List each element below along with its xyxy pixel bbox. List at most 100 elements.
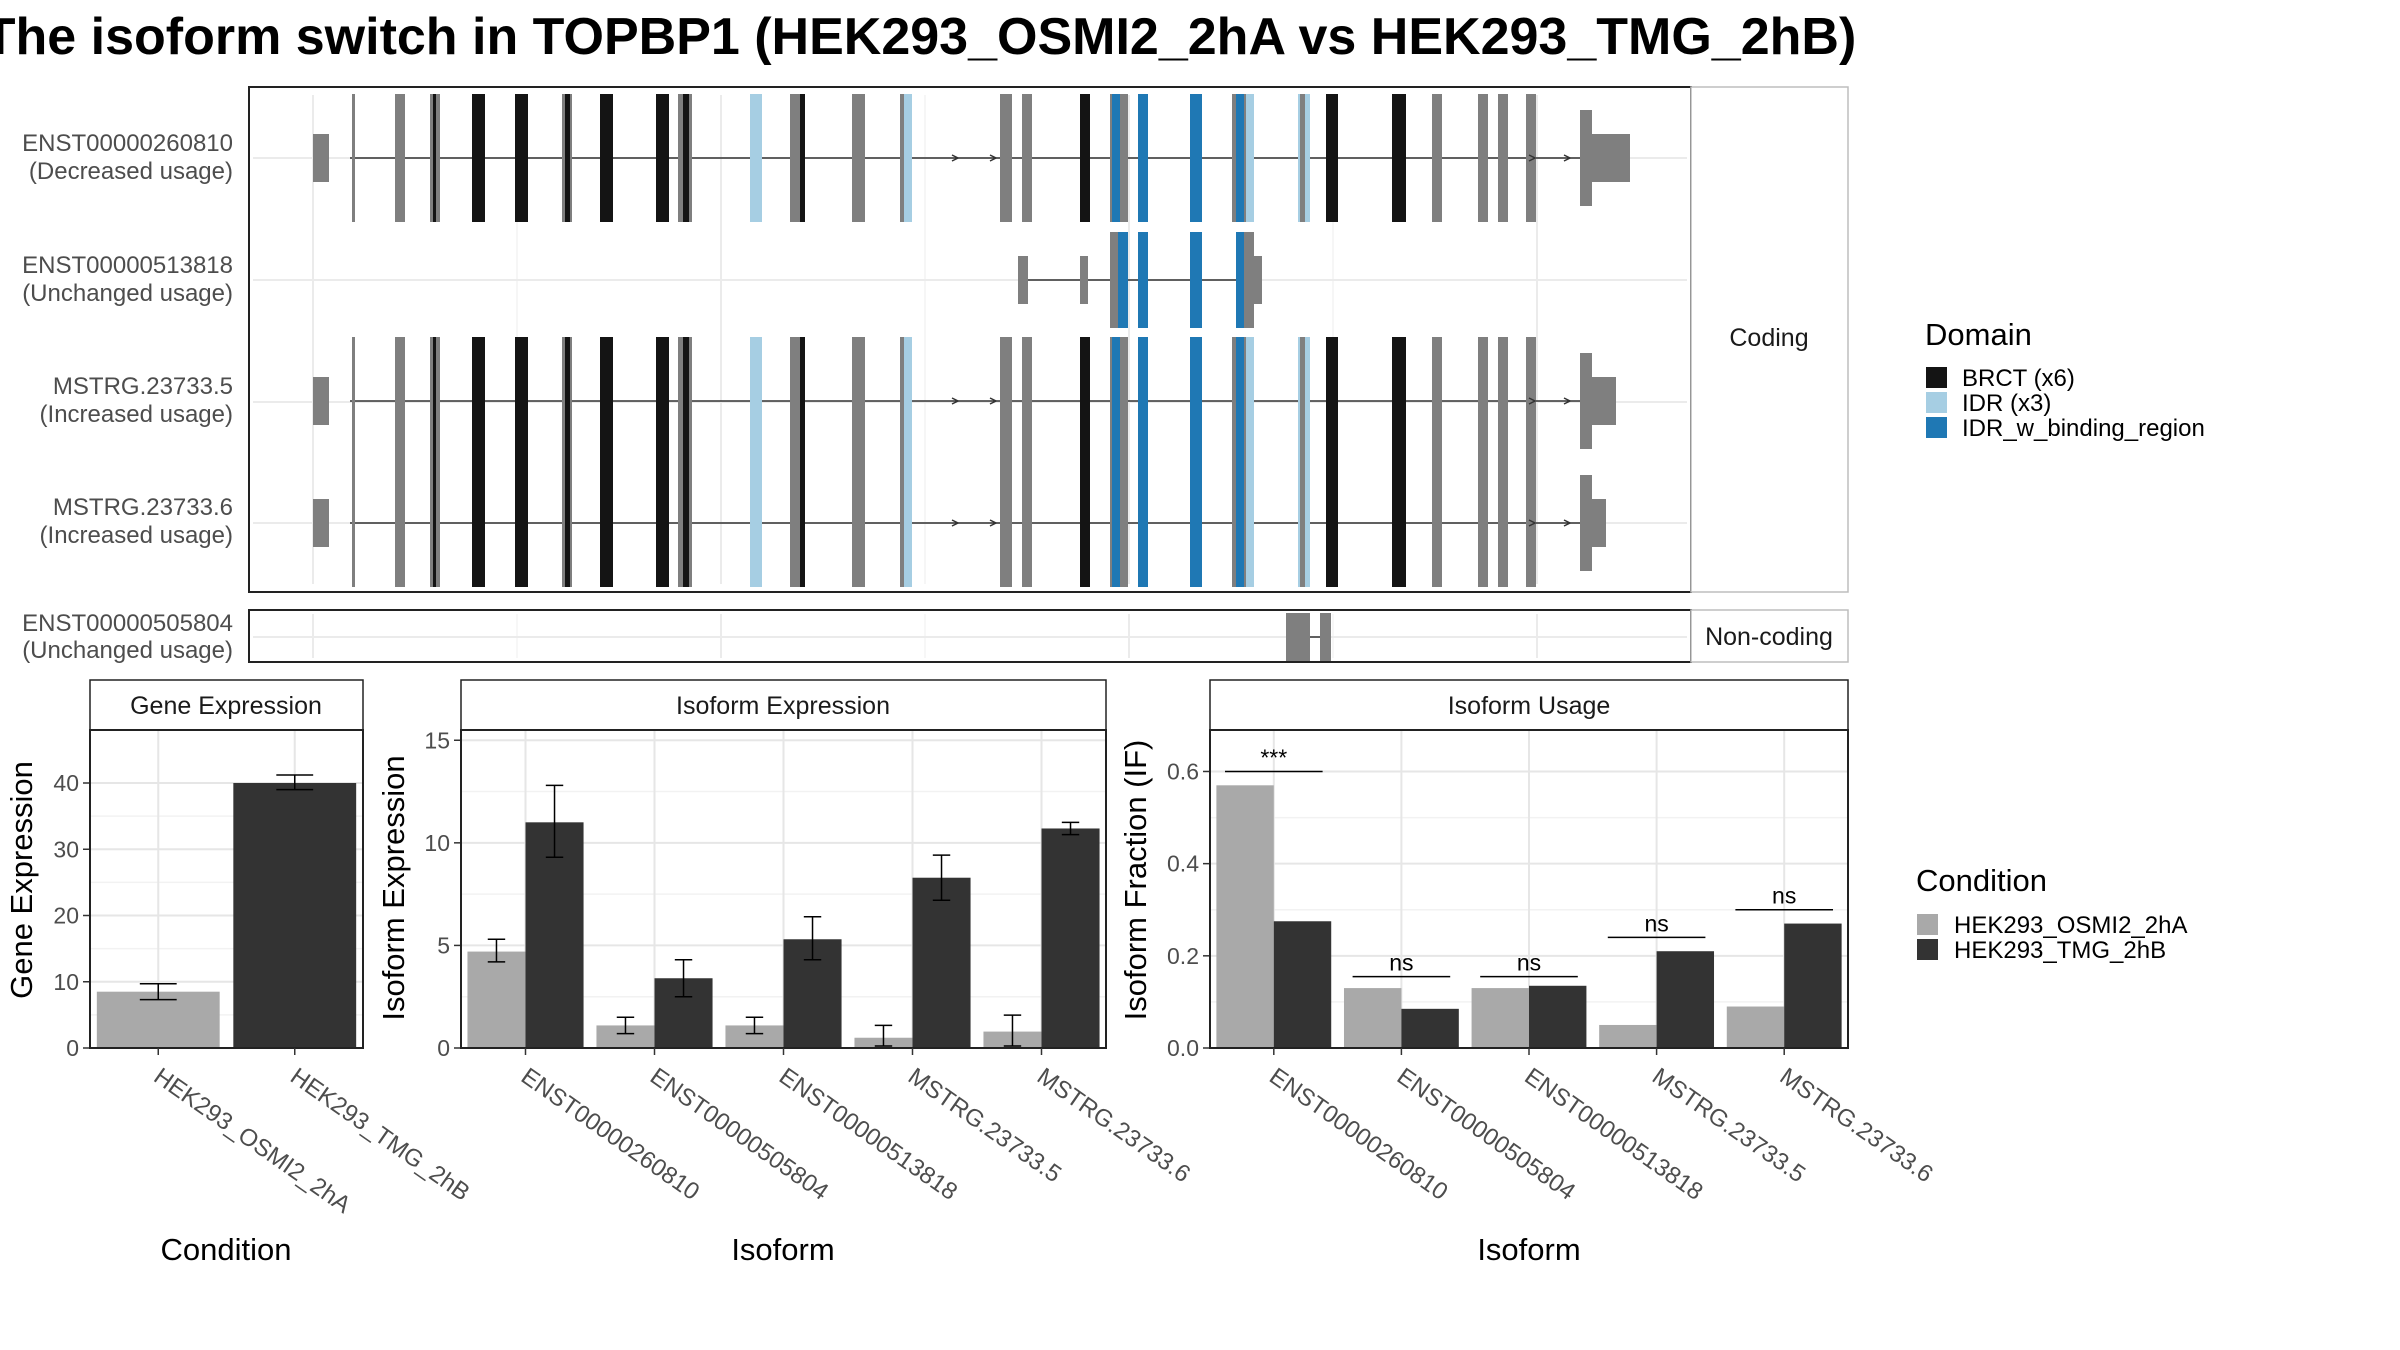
- isoform-expression-plot: 051015ENST00000260810ENST00000505804ENST…: [424, 727, 1195, 1206]
- exon: [1236, 459, 1244, 587]
- exon: [1392, 459, 1406, 587]
- exon: [750, 459, 762, 587]
- idr-legend-key: [1926, 392, 1947, 413]
- exon: [1000, 94, 1012, 222]
- idr-binding-legend-key: [1926, 417, 1947, 438]
- exon: [1300, 459, 1305, 587]
- noncoding-strip: [1690, 609, 1849, 663]
- exon: [1080, 94, 1090, 222]
- exon: [1022, 459, 1032, 587]
- transcript-track: [313, 337, 1616, 465]
- isoform-expression-y-title: Isoform Expression: [376, 755, 411, 1020]
- exon: [904, 337, 912, 465]
- condition-legend-label: HEK293_OSMI2_2hA: [1954, 912, 2187, 939]
- gene-expression-strip: [89, 679, 364, 731]
- exon: [395, 94, 405, 222]
- isoform-usage-x-title: Isoform: [1477, 1232, 1580, 1267]
- exon: [1190, 232, 1202, 328]
- transcript-id-label: ENST00000260810: [22, 130, 233, 157]
- transcript-track: [313, 459, 1606, 587]
- direction-arrow: [989, 397, 998, 405]
- noncoding-exon: [1286, 613, 1310, 661]
- exon: [1432, 94, 1442, 222]
- bar: [1216, 785, 1274, 1048]
- exon: [1246, 337, 1254, 465]
- direction-arrow: [951, 397, 960, 405]
- exon: [1478, 459, 1488, 587]
- transcript-usage-label: (Decreased usage): [29, 158, 233, 185]
- y-tick-label: 0.0: [1167, 1035, 1199, 1061]
- bar: [912, 877, 971, 1048]
- gene-expression-x-title: Condition: [161, 1232, 292, 1267]
- error-bar: [803, 915, 822, 961]
- y-tick-label: 10: [53, 969, 79, 995]
- exon: [1022, 94, 1032, 222]
- direction-arrow: [1528, 154, 1537, 162]
- exon: [565, 94, 570, 222]
- exon: [852, 94, 865, 222]
- significance-label: ns: [1517, 950, 1541, 976]
- exon: [1526, 459, 1536, 587]
- transcript-id-label: ENST00000513818: [22, 252, 233, 279]
- exon: [904, 459, 912, 587]
- exon: [750, 94, 762, 222]
- exon: [1112, 459, 1120, 587]
- domain-legend: Domain BRCT (x6) IDR (x3) IDR_w_binding_…: [1925, 317, 2205, 442]
- y-tick-label: 20: [53, 903, 79, 929]
- y-tick-label: 0: [437, 1035, 450, 1061]
- y-tick-label: 0.6: [1167, 758, 1199, 784]
- exon: [1236, 337, 1244, 465]
- exon: [1526, 94, 1536, 222]
- condition-legend-title: Condition: [1916, 863, 2047, 898]
- transcript-usage-label: (Increased usage): [40, 522, 233, 549]
- exon: [352, 459, 355, 587]
- exon: [852, 459, 865, 587]
- utr-exon: [1018, 256, 1028, 304]
- exon: [1326, 337, 1338, 465]
- utr-exon: [1254, 256, 1262, 304]
- exon: [433, 337, 436, 465]
- significance-label: ns: [1644, 910, 1668, 936]
- error-bar: [1003, 1014, 1022, 1047]
- exon: [1432, 459, 1442, 587]
- exon: [1300, 94, 1305, 222]
- exon: [1236, 94, 1244, 222]
- exon: [1138, 337, 1148, 465]
- direction-arrow: [1563, 397, 1572, 405]
- exon: [472, 94, 485, 222]
- error-bar: [874, 1024, 893, 1047]
- exon: [515, 94, 528, 222]
- condition-legend-label: HEK293_TMG_2hB: [1954, 937, 2166, 964]
- tmg-legend-key: [1917, 939, 1938, 960]
- exon: [1246, 94, 1254, 222]
- exon: [852, 337, 865, 465]
- exon: [1392, 94, 1406, 222]
- bar: [596, 1025, 655, 1048]
- exon: [1080, 459, 1090, 587]
- transcript-id-label: MSTRG.23733.5: [53, 373, 233, 400]
- exon: [1138, 94, 1148, 222]
- exon: [1236, 232, 1244, 328]
- significance-label: ***: [1260, 744, 1287, 770]
- transcript-track: [1286, 613, 1331, 661]
- direction-arrow: [951, 154, 960, 162]
- exon: [1498, 94, 1508, 222]
- significance-label: ns: [1772, 883, 1796, 909]
- error-bar: [139, 982, 177, 1001]
- coding-panel-frame: [248, 86, 1692, 593]
- isoform-usage-strip-label: Isoform Usage: [1448, 692, 1611, 720]
- bar: [725, 1025, 784, 1048]
- domain-legend-label: BRCT (x6): [1962, 365, 2075, 392]
- exon: [565, 337, 570, 465]
- exon: [1118, 232, 1128, 328]
- error-bar: [616, 1016, 635, 1035]
- error-bar: [674, 959, 693, 998]
- direction-arrow: [1563, 519, 1572, 527]
- exon: [395, 337, 405, 465]
- exon: [352, 337, 355, 465]
- y-tick-label: 15: [424, 727, 450, 753]
- bar: [525, 822, 584, 1048]
- exon: [1190, 459, 1202, 587]
- bar: [1471, 988, 1529, 1048]
